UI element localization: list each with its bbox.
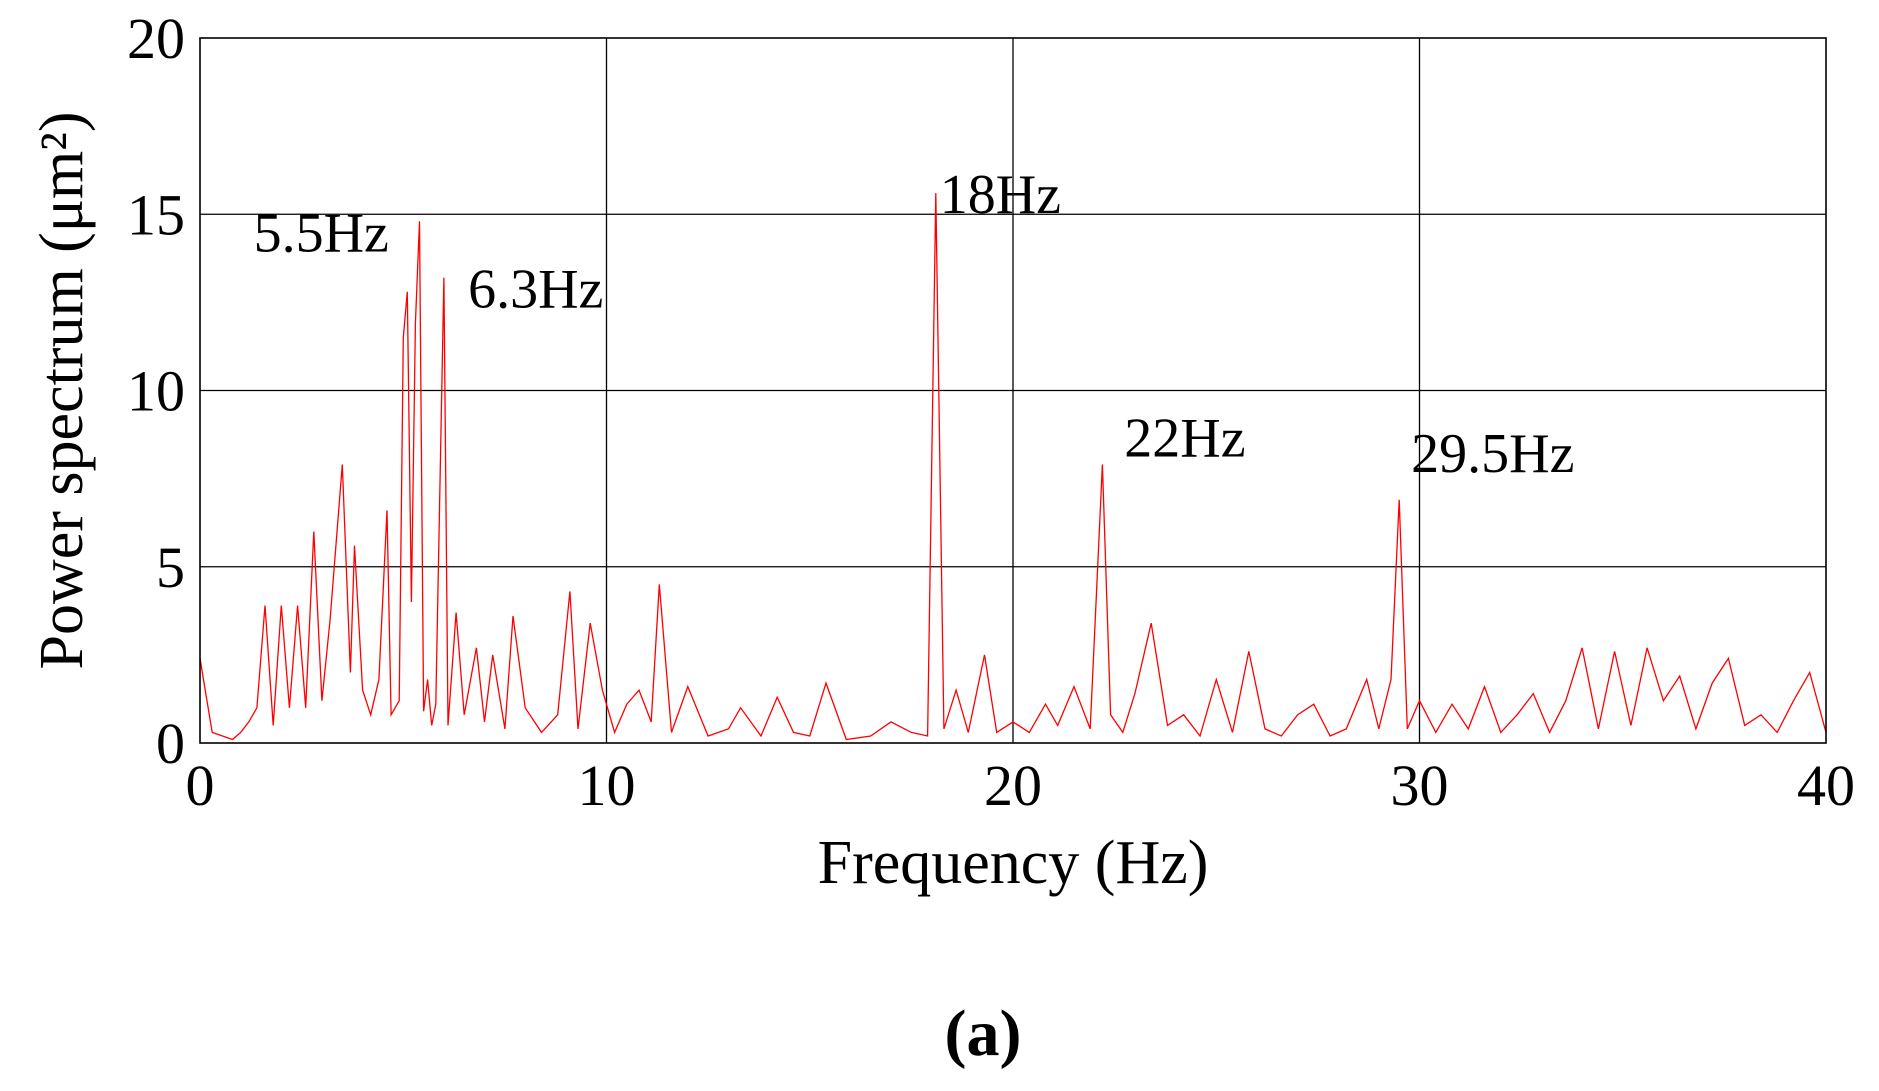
- y-tick-label: 0: [156, 711, 185, 776]
- peak-annotation: 22Hz: [1124, 408, 1245, 470]
- plot-frame: [199, 37, 1827, 744]
- panel-label: (a): [945, 997, 1022, 1070]
- peak-annotation: 29.5Hz: [1411, 423, 1574, 485]
- y-tick-labels: 0 5 10 15 20: [127, 6, 185, 776]
- peak-annotations: 5.5Hz 6.3Hz 18Hz 22Hz 29.5Hz: [254, 164, 1575, 485]
- series: [199, 193, 1827, 741]
- x-tick-label: 10: [578, 753, 636, 818]
- y-tick-label: 15: [127, 182, 185, 247]
- spectrum-line: [199, 193, 1827, 741]
- peak-annotation: 5.5Hz: [254, 202, 389, 264]
- y-axis-title: Power spectrum (μm²): [28, 111, 96, 669]
- x-axis-title: Frequency (Hz): [818, 829, 1209, 897]
- x-tick-label: 30: [1391, 753, 1449, 818]
- peak-annotation: 18Hz: [940, 164, 1061, 226]
- y-tick-label: 20: [127, 6, 185, 71]
- y-tick-label: 5: [156, 535, 185, 600]
- peak-annotation: 6.3Hz: [468, 259, 603, 321]
- x-tick-labels: 0 10 20 30 40: [186, 753, 1856, 818]
- y-tick-label: 10: [127, 359, 185, 424]
- x-tick-label: 20: [984, 753, 1042, 818]
- grid: [200, 38, 1826, 743]
- x-tick-label: 40: [1797, 753, 1855, 818]
- x-tick-label: 0: [186, 753, 215, 818]
